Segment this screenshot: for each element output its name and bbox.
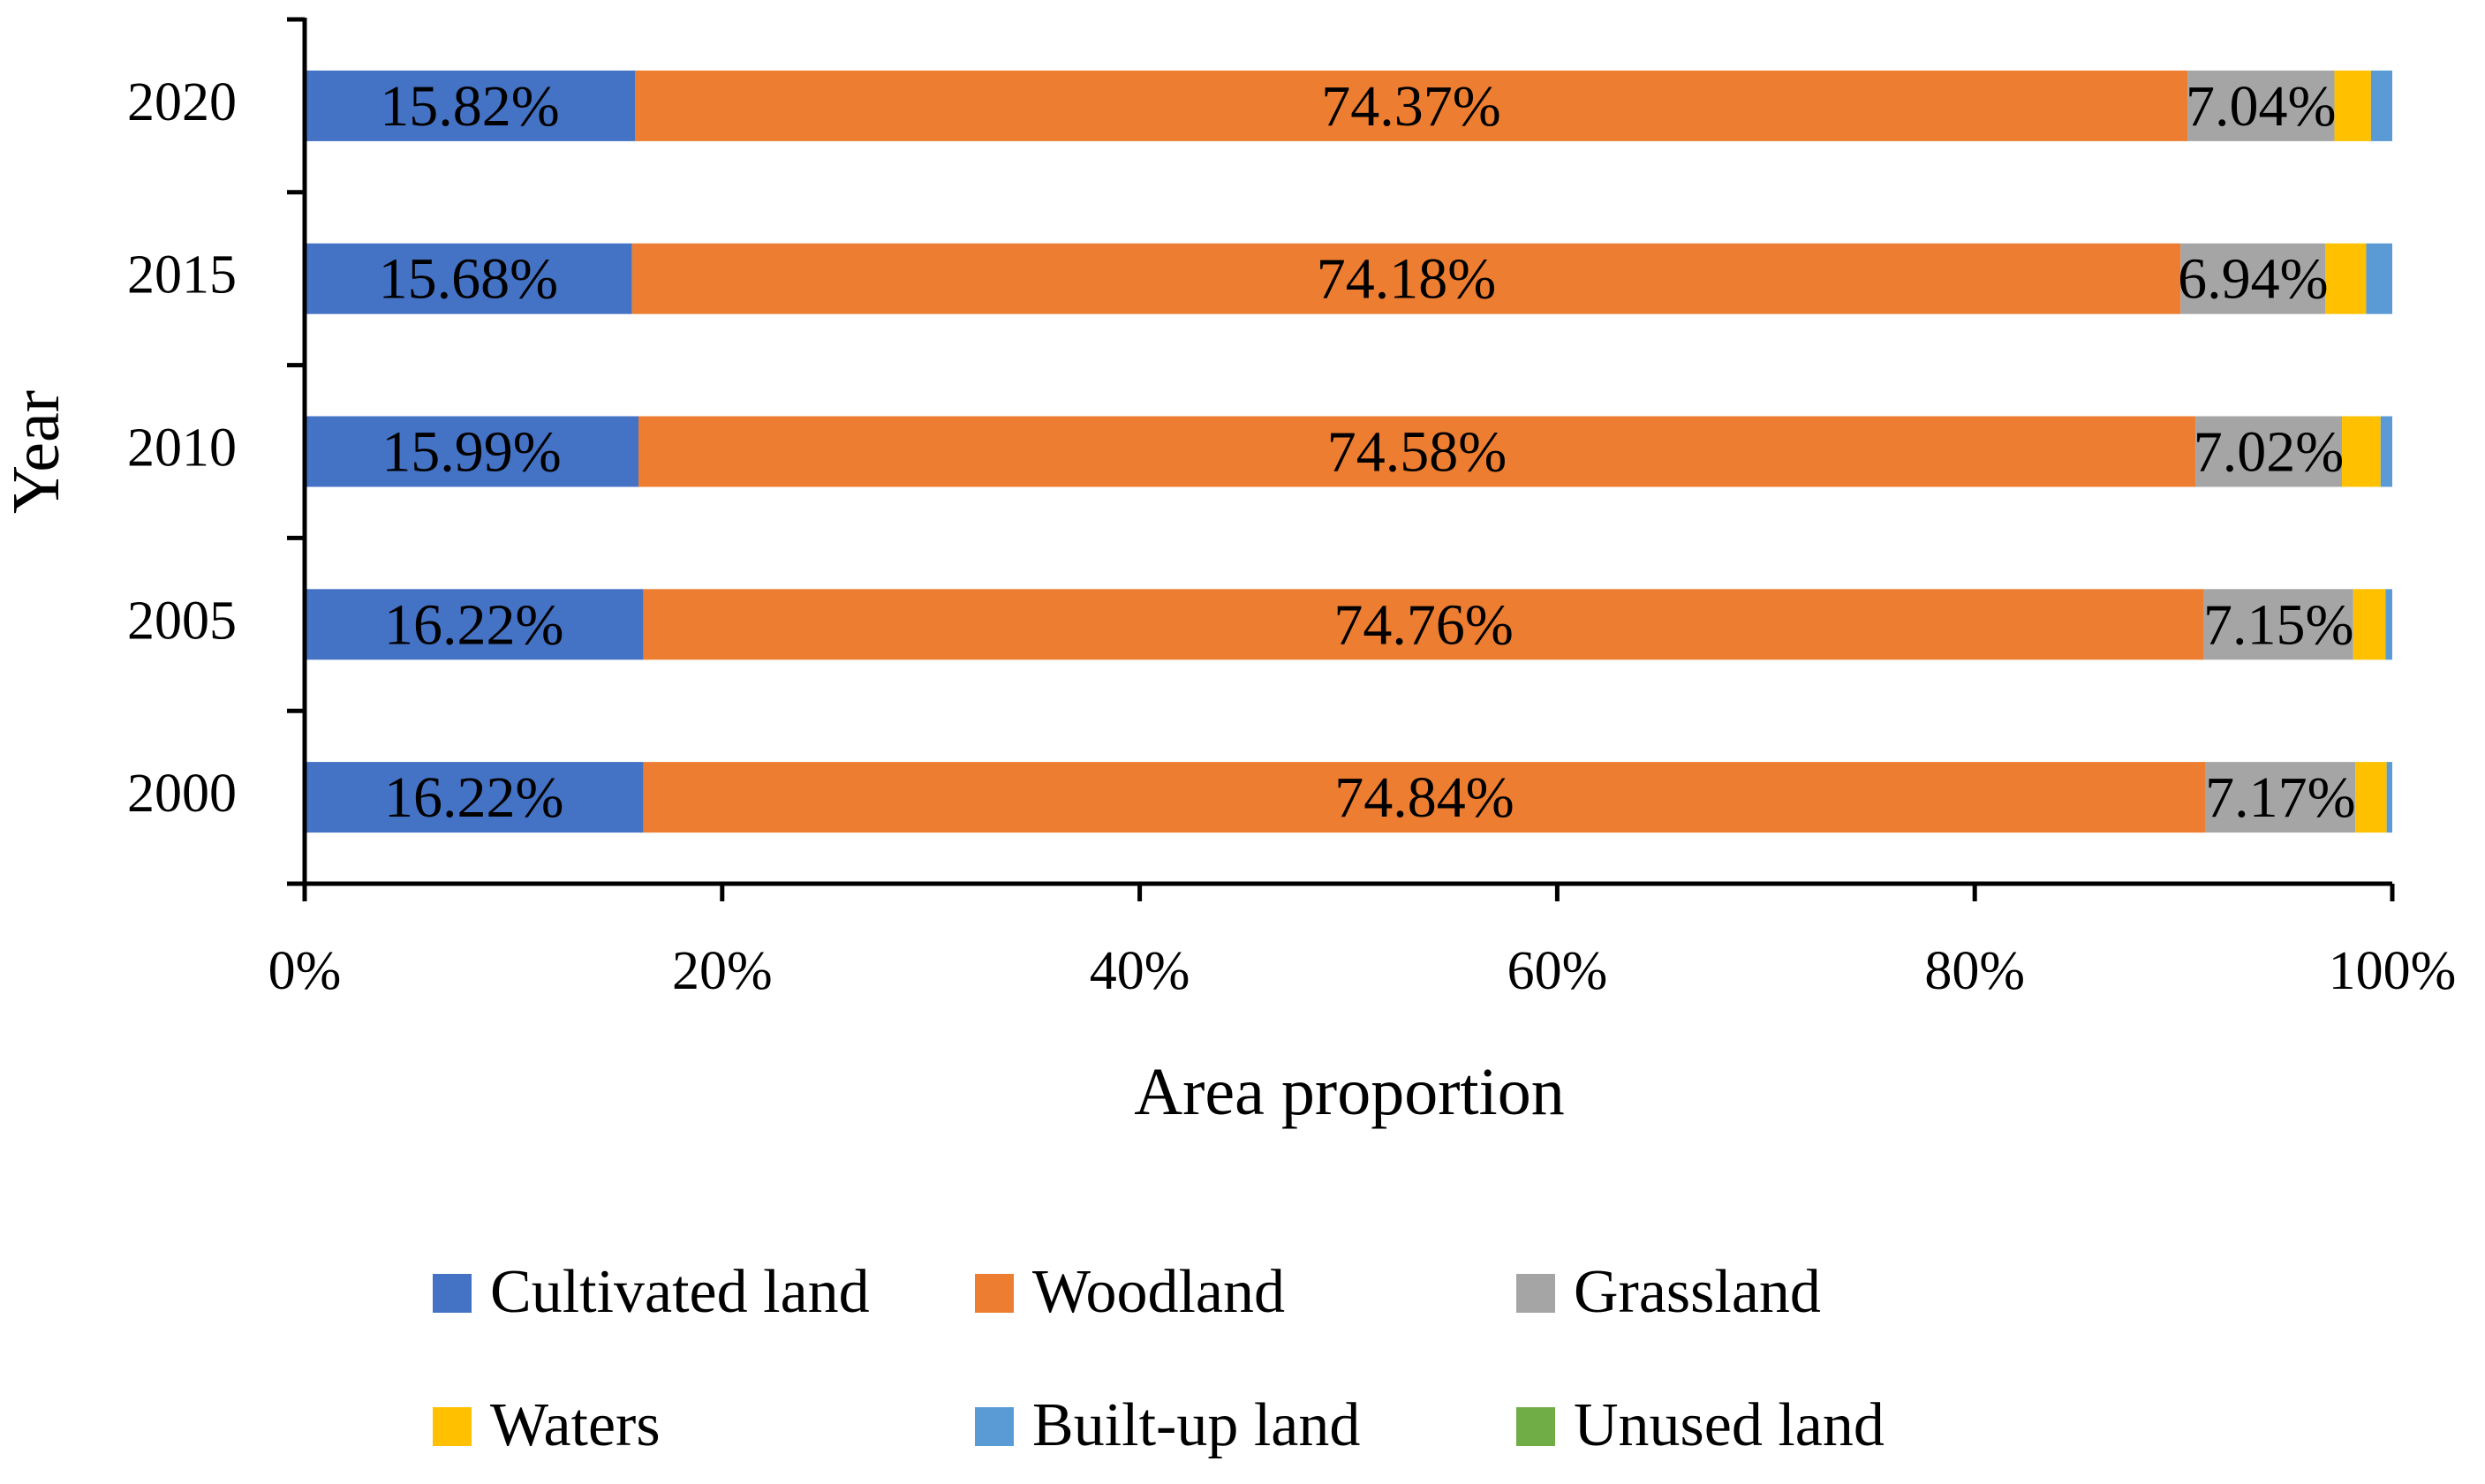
labels-layer: 2000 16.22% 74.84% 7.17% 2005 16.22% 74.76% 7.1… — [0, 72, 2456, 1129]
bar-waters-2010 — [2342, 416, 2381, 487]
data-label-grassland-2015: 6.94% — [2178, 247, 2328, 312]
bar-waters-2000 — [2355, 762, 2387, 833]
legend-item-woodland: Woodland — [975, 1258, 1285, 1326]
x-axis-title: Area proportion — [1134, 1055, 1565, 1129]
x-tick-label-0: 0% — [268, 941, 342, 1001]
y-tick-label-2015: 2015 — [127, 245, 237, 305]
x-tick-label-20: 20% — [672, 941, 773, 1001]
bar-woodland-2015 — [631, 243, 2181, 314]
y-tick-label-2010: 2010 — [127, 418, 237, 478]
bar-woodland-2005 — [643, 589, 2204, 660]
bar-grassland-2005 — [2203, 589, 2353, 660]
data-label-grassland-2005: 7.15% — [2203, 592, 2353, 657]
legend-label-built-up-land: Built-up land — [1032, 1391, 1360, 1459]
legend-swatch-grassland — [1516, 1274, 1555, 1313]
legend-swatch-woodland — [975, 1274, 1014, 1313]
legend-label-woodland: Woodland — [1032, 1258, 1285, 1326]
legend-item-built-up-land: Built-up land — [975, 1391, 1360, 1459]
bar-built-up-land-2005 — [2385, 589, 2392, 660]
bar-built-up-land-2000 — [2386, 762, 2392, 833]
legend-swatch-unused-land — [1516, 1407, 1555, 1446]
x-tick-label-100: 100% — [2329, 941, 2457, 1001]
x-tick-label-80: 80% — [1924, 941, 2025, 1001]
data-label-cultivated-land-2000: 16.22% — [384, 765, 563, 830]
legend-swatch-cultivated-land — [433, 1274, 472, 1313]
y-tick-label-2005: 2005 — [127, 591, 237, 651]
bar-woodland-2000 — [643, 762, 2206, 833]
data-label-grassland-2020: 7.04% — [2186, 74, 2336, 139]
data-label-cultivated-land-2015: 15.68% — [379, 247, 558, 312]
data-label-woodland-2015: 74.18% — [1317, 247, 1496, 312]
axes-layer — [287, 17, 2395, 901]
legend-label-cultivated-land: Cultivated land — [490, 1258, 870, 1326]
data-label-woodland-2010: 74.58% — [1327, 420, 1507, 485]
data-label-woodland-2000: 74.84% — [1334, 765, 1514, 830]
legend-item-grassland: Grassland — [1516, 1258, 1821, 1326]
bar-grassland-2015 — [2180, 243, 2326, 314]
y-tick-label-2000: 2000 — [127, 764, 237, 824]
bar-cultivated-land-2020 — [305, 70, 635, 141]
bar-waters-2005 — [2353, 589, 2386, 660]
legend-item-unused-land: Unused land — [1516, 1391, 1885, 1459]
bar-built-up-land-2010 — [2380, 416, 2392, 487]
bar-grassland-2010 — [2195, 416, 2343, 487]
x-tick-label-40: 40% — [1090, 941, 1190, 1001]
bars-layer — [305, 70, 2392, 833]
bar-cultivated-land-2010 — [305, 416, 639, 487]
data-label-cultivated-land-2020: 15.82% — [380, 74, 559, 139]
data-label-grassland-2010: 7.02% — [2194, 420, 2344, 485]
data-label-cultivated-land-2005: 16.22% — [384, 592, 563, 657]
data-label-woodland-2020: 74.37% — [1321, 74, 1500, 139]
legend-swatch-waters — [433, 1407, 472, 1446]
bar-waters-2015 — [2325, 243, 2367, 314]
bar-cultivated-land-2015 — [305, 243, 632, 314]
legend-label-unused-land: Unused land — [1574, 1391, 1885, 1459]
bar-grassland-2020 — [2187, 70, 2335, 141]
bar-waters-2020 — [2334, 70, 2371, 141]
bar-cultivated-land-2000 — [305, 762, 644, 833]
bar-built-up-land-2015 — [2366, 243, 2392, 314]
data-label-woodland-2005: 74.76% — [1333, 592, 1513, 657]
bar-cultivated-land-2005 — [305, 589, 644, 660]
legend-label-grassland: Grassland — [1574, 1258, 1821, 1326]
bar-built-up-land-2020 — [2370, 70, 2392, 141]
bar-woodland-2020 — [634, 70, 2188, 141]
y-tick-label-2020: 2020 — [127, 72, 237, 132]
bar-woodland-2010 — [638, 416, 2196, 487]
x-tick-label-60: 60% — [1507, 941, 1608, 1001]
legend-item-waters: Waters — [433, 1391, 661, 1459]
data-label-grassland-2000: 7.17% — [2205, 765, 2355, 830]
legend-item-cultivated-land: Cultivated land — [433, 1258, 870, 1326]
y-axis-title: Year — [0, 390, 73, 514]
data-label-cultivated-land-2010: 15.99% — [381, 420, 561, 485]
bar-grassland-2000 — [2205, 762, 2356, 833]
legend: Cultivated land Woodland Grassland Waters Bu… — [433, 1258, 1885, 1459]
legend-swatch-built-up-land — [975, 1407, 1014, 1446]
legend-label-waters: Waters — [490, 1391, 661, 1459]
